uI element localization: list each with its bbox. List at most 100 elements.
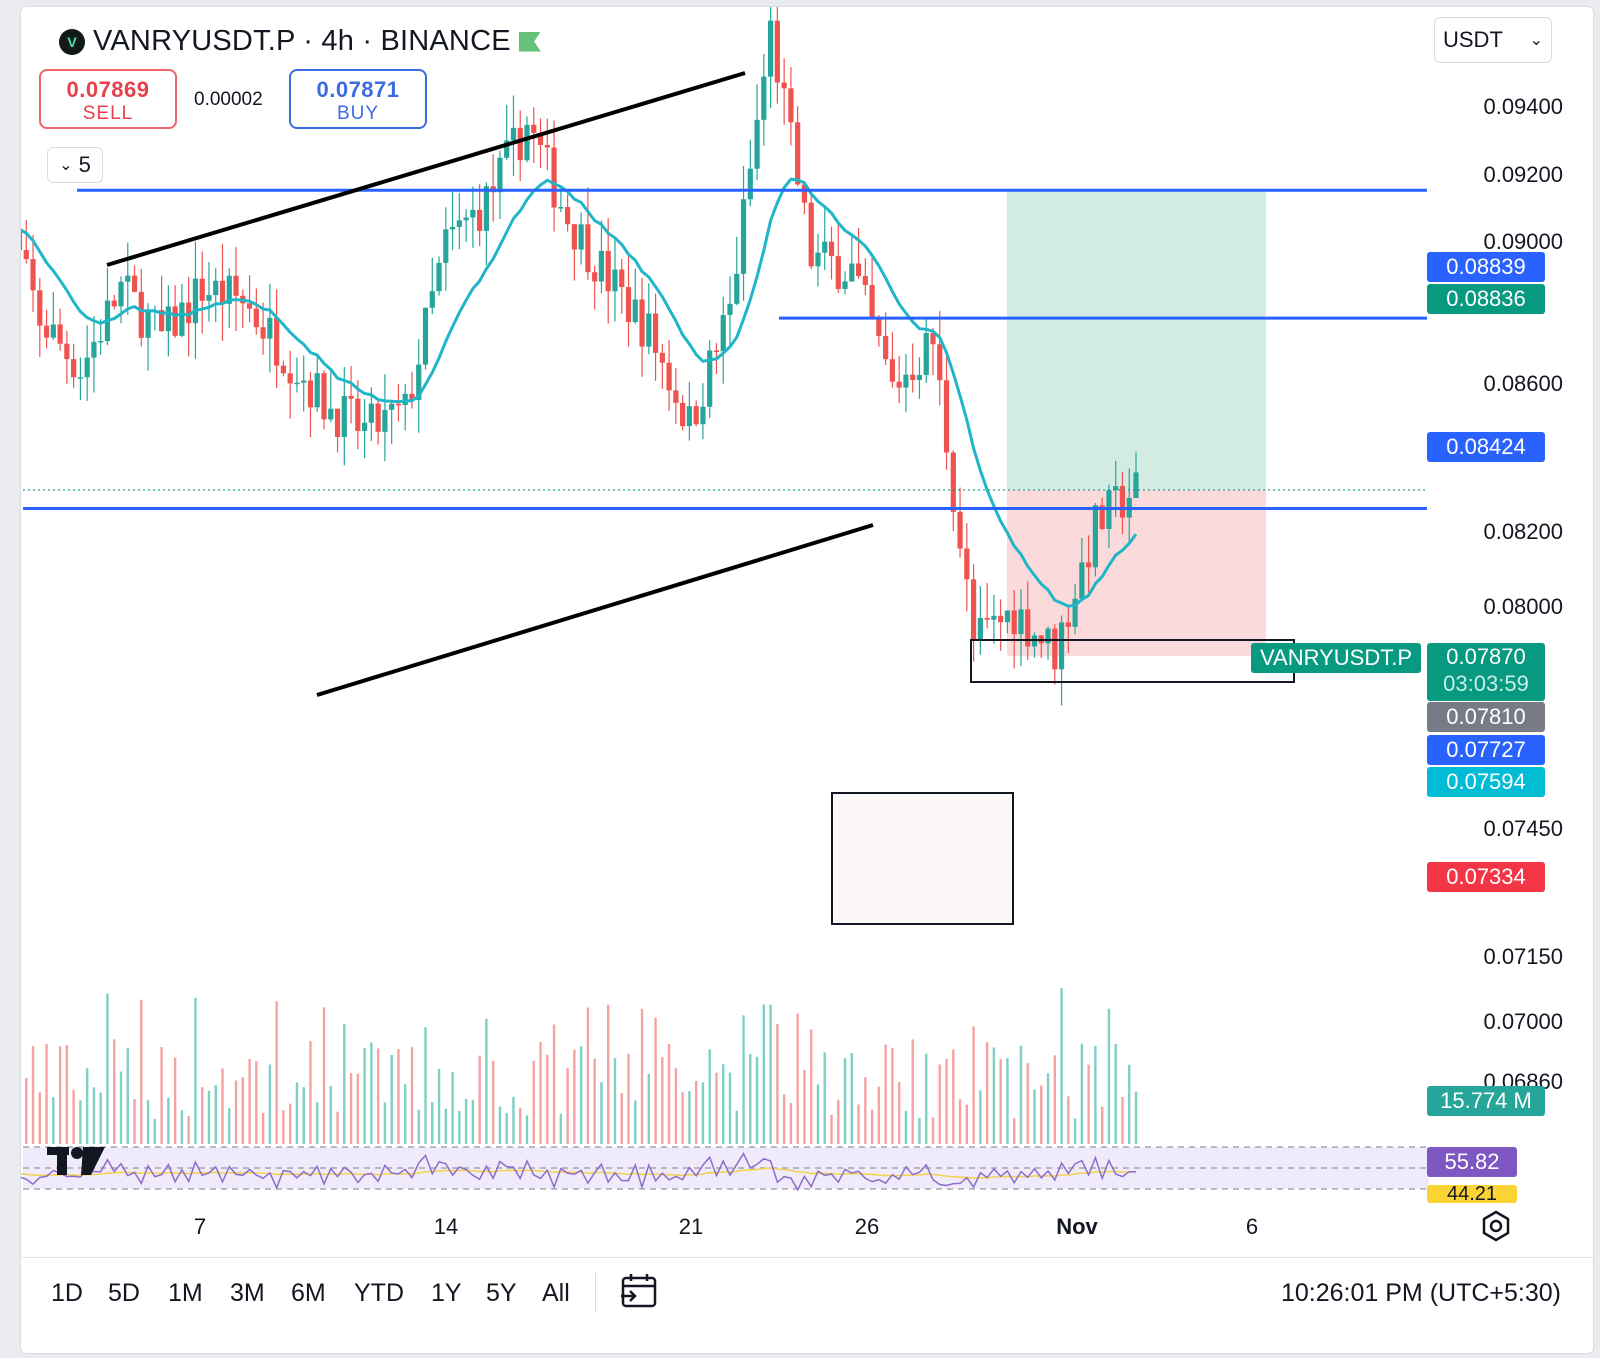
time-axis-label: 14 (433, 1214, 459, 1239)
volume-bar (383, 1102, 387, 1144)
candle-body (199, 278, 205, 301)
candle-body (646, 313, 652, 347)
candle-body (98, 340, 104, 343)
candle-body (1099, 505, 1105, 529)
volume-bar (965, 1104, 969, 1144)
candle-body (172, 306, 178, 336)
range-button-1d[interactable]: 1D (51, 1279, 83, 1307)
range-button-1y[interactable]: 1Y (431, 1279, 462, 1307)
volume-bar (972, 1026, 975, 1144)
volume-bar (952, 1049, 955, 1144)
lots-dropdown[interactable]: ⌄ 5 (47, 147, 103, 183)
volume-bar (566, 1067, 569, 1144)
volume-bar (613, 1058, 617, 1144)
candle-body (219, 280, 226, 304)
volume-bar (370, 1042, 373, 1144)
price-tag-target[interactable]: 0.08836 (1427, 284, 1545, 314)
volume-bar (417, 1109, 420, 1144)
sell-label: SELL (82, 103, 134, 124)
volume-bar (261, 1112, 265, 1144)
candle-body (713, 350, 720, 353)
candle-body (937, 344, 943, 381)
volume-bar (897, 1081, 901, 1144)
volume-bar (985, 1042, 989, 1144)
volume-bar (146, 1100, 150, 1144)
volume-bar (837, 1099, 840, 1144)
volume-bar (1006, 1058, 1009, 1144)
range-button-1m[interactable]: 1M (168, 1279, 203, 1307)
candle-body (1079, 562, 1085, 599)
volume-bar (1080, 1043, 1084, 1144)
price-tag-mid-line[interactable]: 0.08424 (1427, 432, 1545, 462)
candle-body (192, 278, 199, 324)
candle-body (720, 315, 726, 352)
symbol-title[interactable]: VANRYUSDT.P · 4h · BINANCE (93, 25, 511, 57)
volume-bar (782, 1094, 786, 1144)
candle-body (619, 269, 625, 288)
chart-canvas[interactable] (21, 7, 1593, 1257)
timezone-clock[interactable]: 10:26:01 PM (UTC+5:30) (1281, 1279, 1561, 1307)
candle-body (463, 217, 469, 221)
candle-body (1052, 628, 1058, 670)
volume-bar (701, 1082, 705, 1144)
settings-icon[interactable] (1479, 1209, 1513, 1243)
candle-body (1119, 486, 1126, 518)
volume-bar (248, 1058, 251, 1144)
price-tag-lower-line[interactable]: 0.07727 (1427, 735, 1545, 765)
currency-select[interactable]: USDT ⌄ (1434, 17, 1552, 63)
volume-bar (58, 1046, 62, 1144)
candle-body (652, 313, 659, 353)
volume-bar (1094, 1045, 1097, 1144)
candle-body (1058, 622, 1065, 670)
volume-bar (410, 1047, 414, 1144)
go-to-date-icon[interactable] (619, 1271, 659, 1311)
sell-button[interactable]: 0.07869 SELL (39, 69, 177, 129)
candle-body (1086, 562, 1092, 568)
volume-bar (688, 1091, 691, 1144)
volume-bar (877, 1086, 881, 1144)
volume-bar (552, 1024, 556, 1144)
candle-body (855, 263, 862, 277)
channel-lower-line (316, 523, 874, 697)
volume-bar (85, 1068, 89, 1144)
volume-bar (187, 1116, 190, 1144)
candle-body (808, 202, 814, 267)
volume-bar (722, 1064, 725, 1144)
range-button-5y[interactable]: 5Y (486, 1279, 517, 1307)
volume-bar (755, 1056, 759, 1144)
range-button-ytd[interactable]: YTD (354, 1279, 404, 1307)
candle-body (334, 408, 341, 437)
price-tag-stop[interactable]: 0.07334 (1427, 862, 1545, 892)
volume-bar (309, 1041, 312, 1144)
volume-bar (694, 1080, 698, 1144)
volume-bar (397, 1049, 400, 1144)
candle-body (971, 579, 977, 640)
flag-icon[interactable] (518, 31, 541, 52)
candle-body (734, 273, 740, 304)
range-button-6m[interactable]: 6M (291, 1279, 326, 1307)
range-button-3m[interactable]: 3M (230, 1279, 265, 1307)
volume-bar (1013, 1118, 1016, 1144)
price-tag-upper-line[interactable]: 0.08839 (1427, 252, 1545, 282)
volume-bar (491, 1060, 495, 1144)
price-tag-entry[interactable]: 0.07810 (1427, 702, 1545, 732)
volume-bar (769, 1004, 772, 1144)
price-axis-label: 0.07000 (1483, 1009, 1563, 1034)
volume-bar (478, 1055, 481, 1144)
candle-body (822, 241, 828, 253)
buy-button[interactable]: 0.07871 BUY (289, 69, 427, 129)
volume-bar (424, 1027, 427, 1144)
volume-bar (316, 1102, 319, 1144)
range-button-5d[interactable]: 5D (108, 1279, 140, 1307)
candle-body (328, 408, 334, 420)
volume-bar (884, 1044, 887, 1144)
chevron-down-icon: ⌄ (1529, 32, 1543, 49)
volume-bar (539, 1041, 542, 1144)
volume-bar (99, 1092, 102, 1144)
volume-bar (519, 1107, 522, 1144)
volume-bar (803, 1069, 806, 1144)
volume-bar (302, 1087, 305, 1144)
range-button-all[interactable]: All (542, 1279, 570, 1307)
volume-bar (1019, 1045, 1023, 1144)
symbol-tag: VANRYUSDT.P (1251, 643, 1421, 673)
